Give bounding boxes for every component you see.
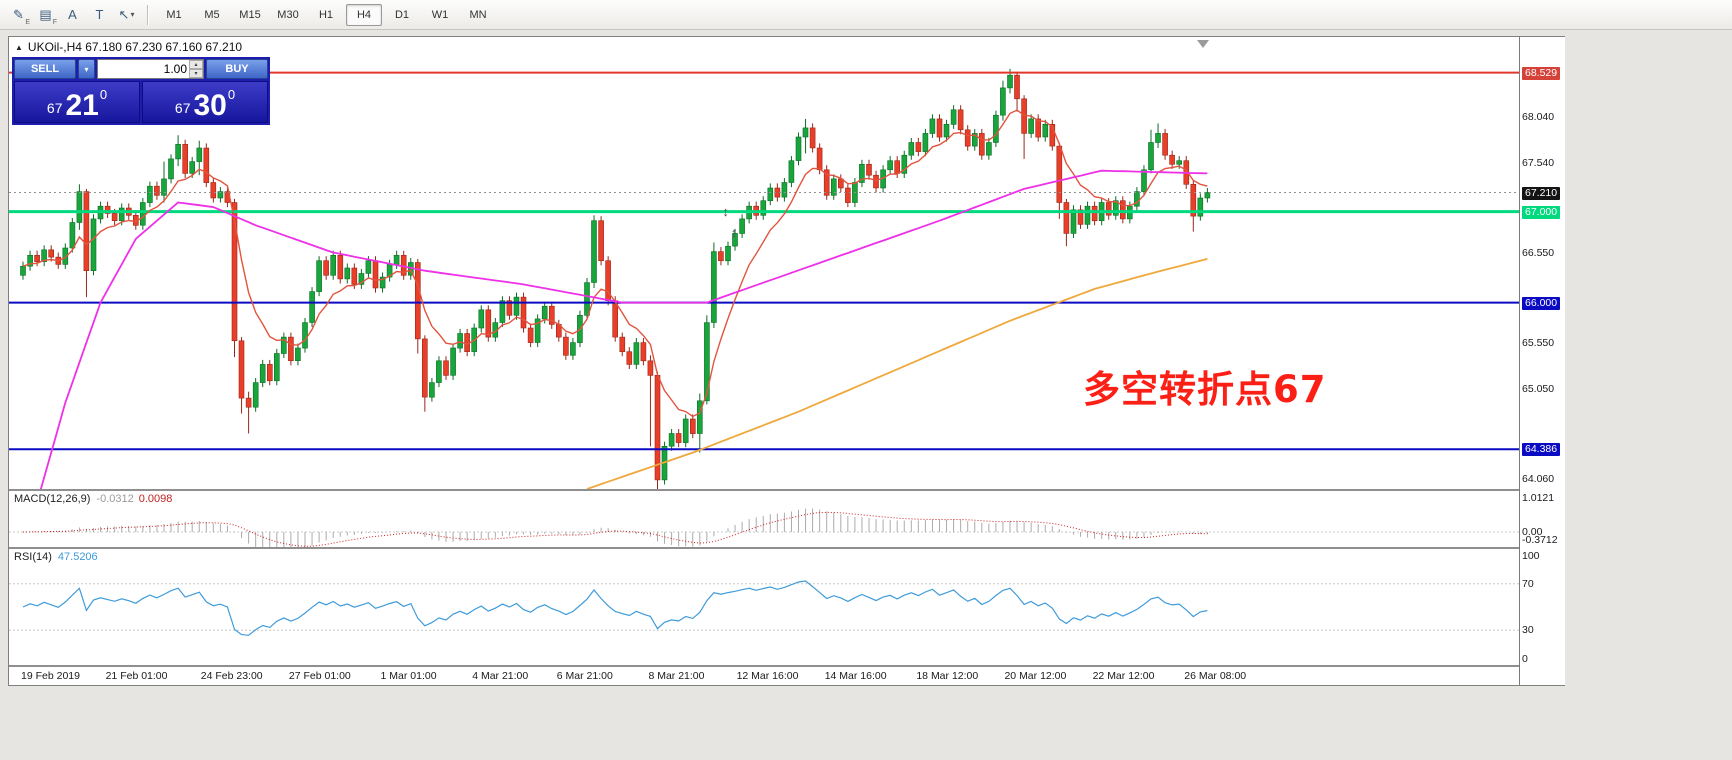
- buy-price-big: 30: [193, 88, 227, 122]
- rsi-scale-label: 70: [1522, 577, 1534, 590]
- time-tick-label: 4 Mar 21:00: [472, 670, 529, 682]
- rsi-pane-canvas[interactable]: [9, 549, 1519, 665]
- timeframe-button-M30[interactable]: M30: [277, 8, 299, 21]
- timeframe-button-MN[interactable]: MN: [469, 8, 487, 21]
- timeframe-button-M15[interactable]: M15: [239, 8, 261, 21]
- updown-arrow-mark: ↕: [731, 225, 738, 240]
- price-axis[interactable]: 68.040 67.540 66.550 65.550 65.050 64.060 68.5…: [1519, 37, 1565, 685]
- timeframe-button-W1[interactable]: W1: [431, 8, 449, 21]
- macd-name: MACD(12,26,9): [14, 493, 91, 505]
- macd-scale-label: 1.0121: [1522, 492, 1555, 504]
- toolbar-tools: ✎ E ▤ F A T ↖ ▾: [5, 4, 140, 26]
- time-tick-label: 6 Mar 21:00: [556, 670, 613, 682]
- price-tick-label: 68.040: [1522, 111, 1555, 124]
- time-tick-label: 12 Mar 16:00: [736, 670, 799, 682]
- time-tick-label: 21 Feb 01:00: [105, 670, 168, 682]
- label-tool-icon[interactable]: T: [95, 7, 104, 22]
- chart-window: ↕ ↕ 19 Feb 2019 21 Feb 01:00 24 Feb 23:00 27…: [8, 36, 1565, 686]
- chevron-down-icon: ▾: [84, 64, 89, 74]
- chart-symbol-header: ▲ UKOil-,H4 67.180 67.230 67.160 67.210: [15, 40, 242, 54]
- macd-value: -0.0312: [96, 493, 134, 505]
- volume-increase-button[interactable]: ▴: [189, 60, 203, 69]
- time-tick-label: 20 Mar 12:00: [1004, 670, 1067, 682]
- buy-price-sup: 0: [227, 87, 236, 102]
- workspace: ↕ ↕ 19 Feb 2019 21 Feb 01:00 24 Feb 23:00 27…: [0, 30, 1732, 760]
- symbol-ohlc-text: UKOil-,H4 67.180 67.230 67.160 67.210: [27, 40, 243, 54]
- timeframe-button-H1[interactable]: H1: [318, 8, 334, 21]
- candles: [20, 68, 1211, 489]
- macd-histogram: [29, 508, 1208, 547]
- chart-text-annotation[interactable]: 多空转折点67: [1083, 368, 1327, 411]
- line-price-label[interactable]: 68.529: [1522, 66, 1561, 80]
- sell-price-prefix: 67: [46, 100, 63, 116]
- time-tick-label: 1 Mar 01:00: [380, 670, 437, 682]
- volume-input[interactable]: [98, 60, 203, 78]
- time-axis[interactable]: 19 Feb 2019 21 Feb 01:00 24 Feb 23:00 27 Fe…: [9, 667, 1519, 685]
- macd-signal-value: 0.0098: [138, 493, 173, 505]
- grid-tool-icon[interactable]: ▤ F: [39, 6, 57, 26]
- timeframe-button-D1[interactable]: D1: [394, 8, 410, 21]
- rsi-label: RSI(14) 47.5206: [14, 551, 98, 563]
- updown-arrow-mark: ↕: [722, 204, 729, 219]
- price-tick-label: 66.550: [1522, 246, 1555, 259]
- price-tick-label: 67.540: [1522, 156, 1555, 169]
- time-tick-label: 24 Feb 23:00: [200, 670, 263, 682]
- sell-price-big: 21: [65, 88, 99, 122]
- bid-price-label: 67.210: [1522, 186, 1561, 200]
- time-tick-label: 26 Mar 08:00: [1184, 670, 1247, 682]
- pane-resize-handle[interactable]: [9, 547, 1564, 549]
- rsi-scale-label: 30: [1522, 624, 1534, 637]
- macd-scale-label: -0.3712: [1522, 534, 1558, 546]
- pencil-tool-icon[interactable]: ✎ E: [13, 6, 30, 26]
- price-tick-label: 65.050: [1522, 382, 1555, 395]
- volume-spinner: ▴ ▾: [189, 60, 203, 78]
- rsi-name: RSI(14): [14, 551, 52, 563]
- macd-scale-label: 0.00: [1522, 525, 1543, 538]
- main-chart-canvas[interactable]: ↕↕: [9, 37, 1519, 489]
- ma-slow-line: [586, 258, 1208, 489]
- timeframe-button-H4[interactable]: H4: [346, 3, 382, 26]
- time-tick-label: 14 Mar 16:00: [824, 670, 887, 682]
- one-click-panel-toggle-icon[interactable]: ▲: [15, 42, 23, 52]
- macd-signal-line: [22, 511, 1208, 547]
- sell-price-button[interactable]: 67 21 0: [14, 81, 140, 123]
- buy-price-prefix: 67: [174, 100, 191, 116]
- volume-decrease-button[interactable]: ▾: [189, 69, 203, 78]
- rsi-scale-label: 0: [1522, 653, 1528, 665]
- time-tick-label: 18 Mar 12:00: [916, 670, 979, 682]
- pane-resize-handle[interactable]: [9, 665, 1564, 667]
- toolbar: ✎ E ▤ F A T ↖ ▾ M1 M5 M15 M30 H1 H4 D1 W1 MN: [0, 0, 1732, 30]
- line-price-label[interactable]: 66.000: [1522, 296, 1561, 310]
- cursor-tool-icon[interactable]: ↖ ▾: [118, 6, 135, 22]
- buy-button[interactable]: BUY: [206, 59, 268, 79]
- line-price-label[interactable]: 64.386: [1522, 443, 1561, 457]
- price-tick-label: 65.550: [1522, 337, 1555, 350]
- rsi-line: [22, 580, 1208, 636]
- timeframe-button-M1[interactable]: M1: [166, 8, 182, 21]
- sell-button[interactable]: SELL: [14, 59, 76, 79]
- shift-marker-icon[interactable]: [1197, 40, 1209, 48]
- text-tool-icon[interactable]: A: [68, 7, 77, 22]
- pane-resize-handle[interactable]: [9, 489, 1564, 491]
- toolbar-separator: [147, 4, 148, 25]
- macd-label: MACD(12,26,9) -0.0312 0.0098: [14, 493, 172, 505]
- buy-price-button[interactable]: 67 30 0: [142, 81, 268, 123]
- time-tick-label: 27 Feb 01:00: [288, 670, 351, 682]
- price-tick-label: 64.060: [1522, 472, 1555, 485]
- timeframe-button-M5[interactable]: M5: [204, 8, 220, 21]
- rsi-scale-label: 100: [1522, 550, 1540, 562]
- timeframe-buttons: M1 M5 M15 M30 H1 H4 D1 W1 MN: [155, 3, 497, 26]
- sell-price-sup: 0: [99, 87, 108, 102]
- order-dropdown-button[interactable]: ▾: [78, 59, 95, 79]
- volume-field-wrap: ▴ ▾: [97, 59, 204, 79]
- ma-mid-line: [39, 169, 1208, 489]
- macd-pane-canvas[interactable]: [9, 491, 1519, 547]
- time-tick-label: 8 Mar 21:00: [648, 670, 705, 682]
- line-price-label[interactable]: 67.000: [1522, 205, 1561, 219]
- time-tick-label: 19 Feb 2019: [21, 670, 80, 682]
- rsi-value: 47.5206: [57, 551, 98, 563]
- time-tick-label: 22 Mar 12:00: [1092, 670, 1155, 682]
